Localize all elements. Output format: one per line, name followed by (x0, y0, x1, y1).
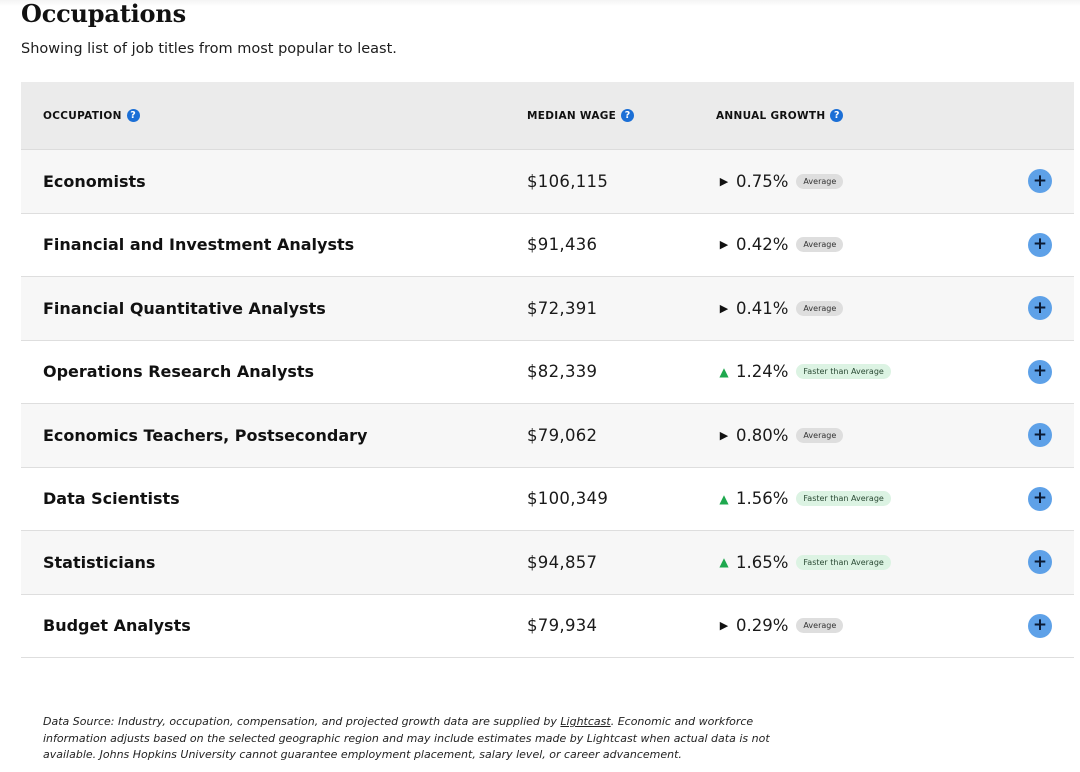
table-row[interactable]: Data Scientists $100,349 ▲ 1.56% Faster than… (21, 467, 1074, 531)
plus-icon: + (1032, 615, 1048, 636)
plus-icon: + (1032, 488, 1048, 509)
plus-icon: + (1032, 361, 1048, 382)
median-wage-value: $72,391 (527, 298, 598, 318)
table-row[interactable]: Operations Research Analysts $82,339 ▲ 1.24… (21, 340, 1074, 404)
table-row[interactable]: Economists $106,115 ▶ 0.75% Average + (21, 150, 1074, 214)
annual-growth-cell: ▲ 1.24% Faster than Average (716, 341, 891, 404)
annual-growth-cell: ▶ 0.42% Average (716, 214, 844, 277)
annual-growth-cell: ▶ 0.41% Average (716, 277, 844, 340)
median-wage-value: $82,339 (527, 362, 598, 382)
median-wage-value: $91,436 (527, 235, 598, 255)
occupation-name: Financial and Investment Analysts (43, 235, 355, 255)
trend-flat-icon: ▶ (719, 174, 729, 188)
table-body: Economists $106,115 ▶ 0.75% Average + Financia… (21, 150, 1074, 658)
expand-row-button[interactable]: + (1028, 359, 1052, 384)
trend-up-icon: ▲ (719, 555, 729, 570)
trend-flat-icon: ▶ (719, 428, 729, 442)
footnote-text-start: Data Source: Industry, occupation, compe… (43, 715, 561, 728)
growth-percent: 0.80% (736, 425, 789, 445)
occupation-name: Operations Research Analysts (43, 362, 315, 382)
growth-badge: Average (796, 300, 844, 316)
trend-flat-icon: ▶ (719, 301, 729, 315)
annual-growth-cell: ▶ 0.80% Average (716, 404, 844, 467)
growth-badge: Average (796, 173, 844, 189)
annual-growth-cell: ▶ 0.75% Average (716, 150, 844, 213)
plus-icon: + (1032, 234, 1048, 255)
occupation-help-icon[interactable]: ? (126, 109, 140, 122)
plus-icon: + (1032, 551, 1048, 572)
annual-growth-cell: ▲ 1.65% Faster than Average (716, 531, 891, 594)
occupation-name: Budget Analysts (43, 616, 191, 636)
occupation-name: Data Scientists (43, 489, 180, 509)
annual-growth-cell: ▶ 0.29% Average (716, 595, 844, 658)
occupation-name: Statisticians (43, 552, 156, 572)
expand-row-button[interactable]: + (1028, 169, 1052, 194)
column-header-occupation: OCCUPATION ? (43, 82, 140, 149)
plus-icon: + (1032, 424, 1048, 445)
occupation-name: Economists (43, 171, 146, 191)
median-wage-value: $106,115 (527, 171, 609, 191)
growth-badge: Average (796, 237, 844, 253)
growth-badge: Faster than Average (796, 364, 891, 380)
growth-badge: Average (796, 427, 844, 443)
median-wage-value: $100,349 (527, 489, 609, 509)
expand-row-button[interactable]: + (1028, 423, 1052, 448)
growth-percent: 0.29% (736, 616, 789, 636)
growth-percent: 0.41% (736, 298, 789, 318)
column-header-annual-growth-label: ANNUAL GROWTH (716, 109, 826, 122)
annual-growth-cell: ▲ 1.56% Faster than Average (716, 468, 891, 531)
table-row[interactable]: Statisticians $94,857 ▲ 1.65% Faster than Av… (21, 531, 1074, 595)
growth-badge: Faster than Average (796, 491, 891, 507)
trend-up-icon: ▲ (719, 491, 729, 506)
page-subtitle: Showing list of job titles from most pop… (21, 41, 397, 57)
growth-badge: Faster than Average (796, 554, 891, 570)
expand-row-button[interactable]: + (1028, 613, 1052, 638)
table-header: OCCUPATION ? MEDIAN WAGE ? ANNUAL GROWTH… (21, 82, 1074, 150)
median-wage-value: $79,934 (527, 616, 598, 636)
column-header-median-wage: MEDIAN WAGE ? (527, 82, 635, 149)
median-wage-help-icon[interactable]: ? (621, 109, 635, 122)
lightcast-link[interactable]: Lightcast (560, 715, 611, 728)
growth-percent: 1.56% (736, 489, 789, 509)
annual-growth-help-icon[interactable]: ? (830, 109, 844, 122)
column-header-annual-growth: ANNUAL GROWTH ? (716, 82, 844, 149)
data-source-footnote: Data Source: Industry, occupation, compe… (43, 714, 803, 764)
footnote-text-end: . Economic and workforce information adj… (43, 715, 770, 761)
trend-up-icon: ▲ (719, 364, 729, 379)
growth-badge: Average (796, 618, 844, 634)
trend-flat-icon: ▶ (719, 238, 729, 252)
growth-percent: 0.42% (736, 235, 789, 255)
table-row[interactable]: Financial and Investment Analysts $91,436… (21, 213, 1074, 277)
page-title: Occupations (21, 0, 186, 28)
occupations-table: OCCUPATION ? MEDIAN WAGE ? ANNUAL GROWTH… (21, 82, 1074, 658)
trend-flat-icon: ▶ (719, 619, 729, 633)
table-row[interactable]: Financial Quantitative Analysts $72,391 ▶ 0… (21, 277, 1074, 341)
occupation-name: Economics Teachers, Postsecondary (43, 425, 368, 445)
growth-percent: 1.24% (736, 362, 789, 382)
table-row[interactable]: Budget Analysts $79,934 ▶ 0.29% Average + (21, 594, 1074, 658)
growth-percent: 1.65% (736, 552, 789, 572)
expand-row-button[interactable]: + (1028, 550, 1052, 575)
expand-row-button[interactable]: + (1028, 486, 1052, 511)
expand-row-button[interactable]: + (1028, 232, 1052, 257)
growth-percent: 0.75% (736, 171, 789, 191)
plus-icon: + (1032, 170, 1048, 191)
median-wage-value: $79,062 (527, 425, 598, 445)
expand-row-button[interactable]: + (1028, 296, 1052, 321)
top-shadow (0, 0, 1080, 6)
plus-icon: + (1032, 297, 1048, 318)
occupation-name: Financial Quantitative Analysts (43, 298, 326, 318)
table-row[interactable]: Economics Teachers, Postsecondary $79,062… (21, 404, 1074, 468)
column-header-median-wage-label: MEDIAN WAGE (527, 109, 617, 122)
column-header-occupation-label: OCCUPATION (43, 109, 122, 122)
median-wage-value: $94,857 (527, 552, 598, 572)
